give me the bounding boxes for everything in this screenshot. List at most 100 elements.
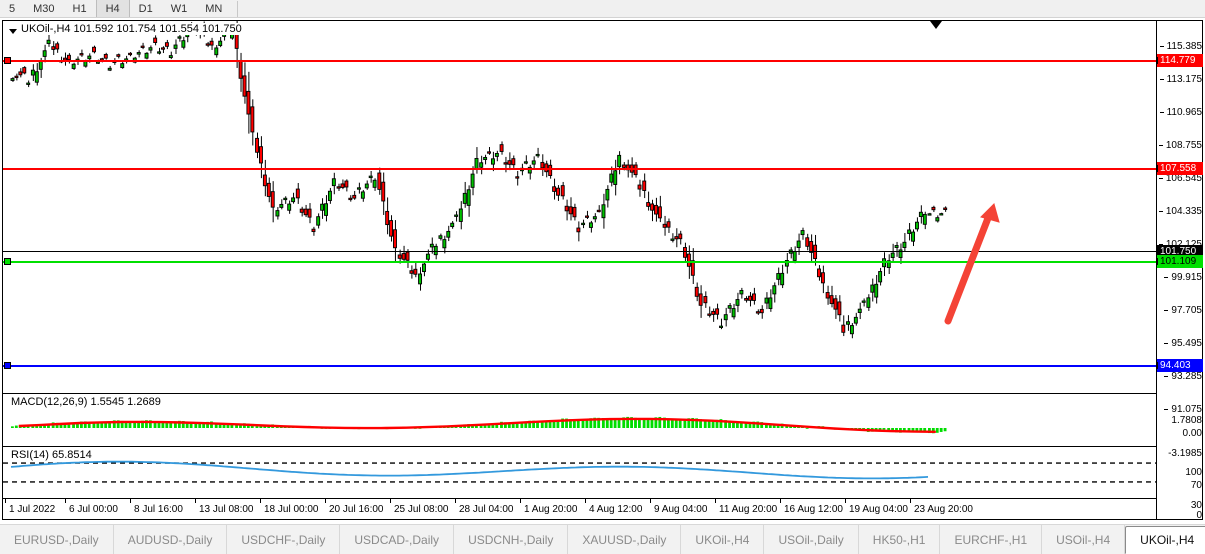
time-tick-mark <box>65 499 66 503</box>
macd-series <box>11 416 947 434</box>
rsi-label: RSI(14) 65.8514 <box>9 449 94 461</box>
macd-pane[interactable]: MACD(12,26,9) 1.5545 1.2689 <box>3 393 1156 445</box>
indicator-tick: 30 <box>1190 500 1202 511</box>
price-tick-mark <box>1158 145 1163 146</box>
floor-line[interactable] <box>3 365 1156 367</box>
price-label-resistance-upper[interactable]: 114.779 <box>1157 54 1203 67</box>
resistance-line-upper[interactable] <box>3 60 1156 62</box>
symbol-tab[interactable]: EURCHF-,H1 <box>940 525 1043 554</box>
time-tick-label: 11 Aug 20:00 <box>719 504 778 515</box>
resistance-line-mid[interactable] <box>3 168 1156 170</box>
indicator-tick: 70 <box>1190 480 1202 491</box>
time-tick-mark <box>520 499 521 503</box>
symbol-tab[interactable]: AUDUSD-,Daily <box>114 525 228 554</box>
timeframe-button-mn[interactable]: MN <box>205 2 223 15</box>
timeframe-button-w1[interactable]: W1 <box>170 2 188 15</box>
price-tick-mark <box>1164 409 1169 410</box>
time-axis: 1 Jul 2022 6 Jul 00:00 8 Jul 16:00 13 Jul 0… <box>3 498 1156 519</box>
price-label-floor[interactable]: 94.403 <box>1157 359 1203 372</box>
time-tick-label: 28 Jul 04:00 <box>459 504 514 515</box>
time-tick-label: 9 Aug 04:00 <box>654 504 708 515</box>
symbol-tab[interactable]: USDCAD-,Daily <box>340 525 455 554</box>
symbol-tab-bar: EURUSD-,Daily AUDUSD-,Daily USDCHF-,Daily U… <box>0 524 1205 554</box>
support-line[interactable] <box>3 261 1156 263</box>
timeframe-toolbar: 5 M30 H1 H4 D1 W1 MN <box>0 0 1205 18</box>
level-marker-icon <box>1157 362 1158 369</box>
symbol-tab[interactable]: USDCHF-,Daily <box>227 525 341 554</box>
price-tick: 95.495 <box>1164 339 1202 349</box>
bullish-arrow-annotation[interactable] <box>3 21 1156 392</box>
support-handle[interactable] <box>4 258 11 265</box>
symbol-tab[interactable]: USDCNH-,Daily <box>454 525 569 554</box>
time-tick-label: 4 Aug 12:00 <box>589 504 643 515</box>
time-tick-label: 19 Aug 04:00 <box>849 504 908 515</box>
time-tick-label: 1 Jul 2022 <box>9 504 56 515</box>
timeframe-button-m5[interactable]: 5 <box>9 2 16 15</box>
time-tick-label: 18 Jul 00:00 <box>264 504 319 515</box>
price-tick-mark <box>1164 376 1169 377</box>
symbol-tab-active[interactable]: UKOil-,H4 <box>1125 526 1205 554</box>
time-tick-mark <box>780 499 781 503</box>
level-marker-icon <box>1157 258 1158 265</box>
rsi-pane[interactable]: RSI(14) 65.8514 <box>3 446 1156 497</box>
price-tick: 106.545 <box>1158 174 1202 184</box>
price-tick: 102.125 <box>1158 240 1202 250</box>
time-tick-mark <box>455 499 456 503</box>
symbol-tab[interactable]: HK50-,H1 <box>859 525 941 554</box>
time-tick-mark <box>260 499 261 503</box>
time-tick-label: 16 Aug 12:00 <box>784 504 843 515</box>
time-tick-mark <box>195 499 196 503</box>
timeframe-button-h4[interactable]: H4 <box>95 0 130 17</box>
price-tick: 110.965 <box>1159 108 1202 118</box>
price-tick: 91.075 <box>1164 405 1202 415</box>
indicator-tick: 0 <box>1196 510 1202 519</box>
time-tick-label: 1 Aug 20:00 <box>524 504 578 515</box>
price-label-resistance-mid[interactable]: 107.558 <box>1157 162 1203 175</box>
resistance-upper-handle[interactable] <box>4 57 11 64</box>
time-tick-label: 25 Jul 08:00 <box>394 504 449 515</box>
price-tick-mark <box>1159 112 1164 113</box>
price-tick-mark <box>1164 343 1169 344</box>
timeframe-button-m30[interactable]: M30 <box>33 2 55 15</box>
price-tick: 99.915 <box>1164 273 1202 283</box>
symbol-tab[interactable]: XAUUSD-,Daily <box>568 525 682 554</box>
price-tick-mark <box>1159 79 1164 80</box>
time-tick-mark <box>5 499 6 503</box>
time-tick-label: 13 Jul 08:00 <box>199 504 254 515</box>
symbol-tab[interactable]: EURUSD-,Daily <box>0 525 114 554</box>
timeframe-button-d1[interactable]: D1 <box>138 2 153 15</box>
indicator-tick: 100 <box>1185 467 1202 478</box>
floor-handle[interactable] <box>4 362 11 369</box>
macd-label: MACD(12,26,9) 1.5545 1.2689 <box>9 396 163 408</box>
rsi-series <box>3 460 1156 483</box>
price-tick-mark <box>1158 244 1163 245</box>
time-tick-mark <box>325 499 326 503</box>
price-label-current-price[interactable]: 101.750 <box>1157 245 1203 258</box>
time-tick-mark <box>910 499 911 503</box>
price-pane[interactable]: UKOil-,H4 101.592 101.754 101.554 101.75… <box>3 21 1156 392</box>
time-tick-mark <box>390 499 391 503</box>
price-tick: 93.285 <box>1164 372 1202 382</box>
time-tick-label: 8 Jul 16:00 <box>134 504 183 515</box>
price-tick: 115.385 <box>1159 42 1202 52</box>
time-tick-mark <box>130 499 131 503</box>
level-marker-icon <box>1157 165 1158 172</box>
price-tick-mark <box>1164 277 1169 278</box>
symbol-ohlc-label: UKOil-,H4 101.592 101.754 101.554 101.75… <box>19 23 244 35</box>
price-label-support[interactable]: 101.109 <box>1157 255 1203 268</box>
level-marker-icon <box>1157 57 1158 64</box>
symbol-tab[interactable]: USOil-,H4 <box>1042 525 1126 554</box>
time-tick-mark <box>715 499 716 503</box>
timeframe-button-h1[interactable]: H1 <box>72 2 87 15</box>
price-tick: 108.755 <box>1158 141 1202 151</box>
price-tick-mark <box>1158 178 1163 179</box>
price-tick-mark <box>1159 46 1164 47</box>
price-axis[interactable]: 115.385 113.175 110.965 108.755 106.545 104.3… <box>1156 21 1203 519</box>
symbol-tab[interactable]: USOil-,Daily <box>764 525 859 554</box>
period-separator-marker-icon <box>930 21 942 29</box>
symbol-tab[interactable]: UKOil-,H4 <box>681 525 765 554</box>
price-tick: 97.705 <box>1164 306 1202 316</box>
time-tick-label: 23 Aug 20:00 <box>914 504 973 515</box>
collapse-triangle-icon[interactable] <box>9 29 17 34</box>
